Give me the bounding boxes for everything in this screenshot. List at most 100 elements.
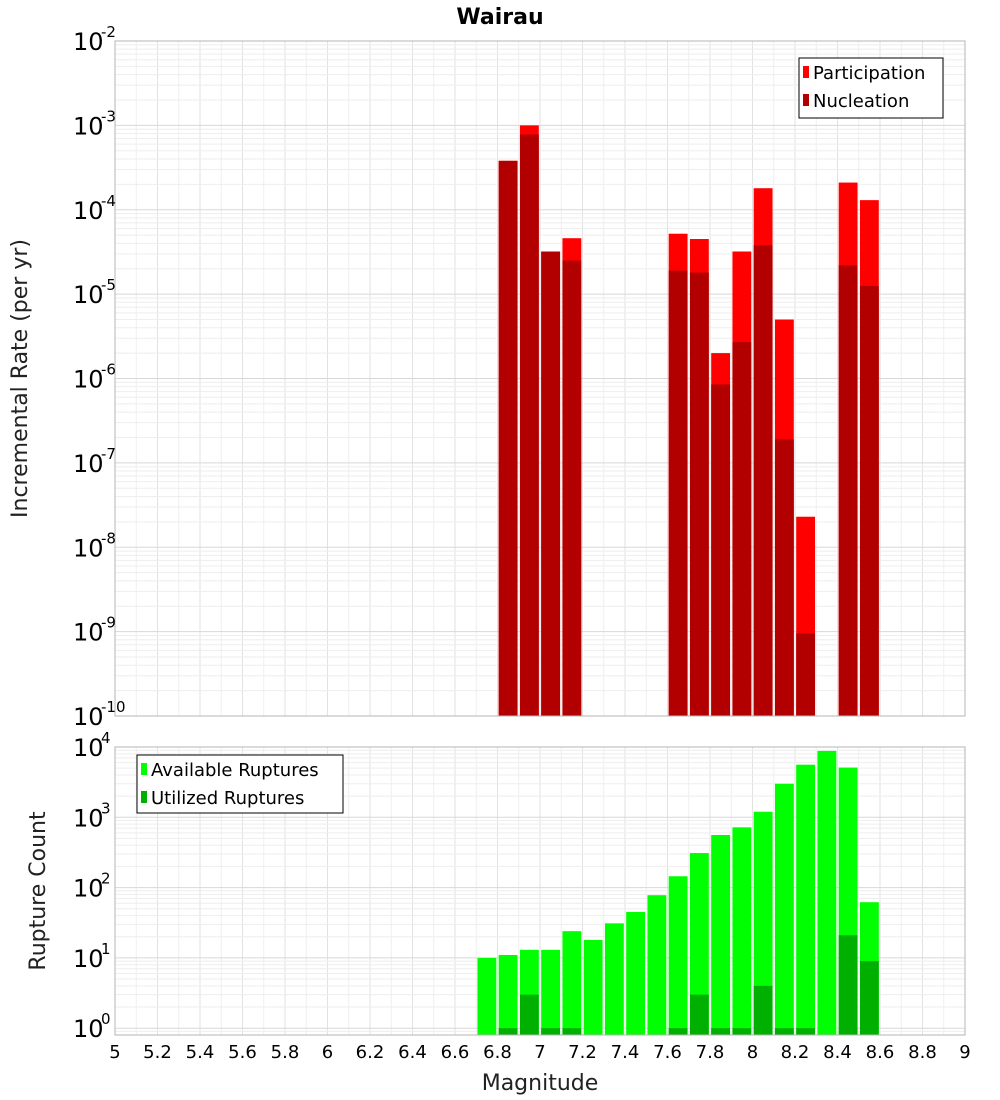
y-tick-exponent: 0 (101, 1010, 111, 1028)
y-tick-label: 10 (73, 1015, 104, 1043)
bar-available-ruptures (732, 827, 752, 1035)
bar-available-ruptures (817, 750, 837, 1035)
x-tick-label: 8 (747, 1042, 758, 1063)
legend-box (798, 57, 944, 119)
y-tick-exponent: 3 (101, 799, 111, 817)
bar-available-ruptures (711, 834, 731, 1035)
legend-entry: Utilized Ruptures (151, 788, 304, 809)
x-tick-label: 6.6 (441, 1042, 470, 1063)
bar-utilized-ruptures (562, 1028, 582, 1035)
y-tick-exponent: -7 (101, 445, 116, 463)
y-tick-label: 10 (73, 804, 104, 832)
bar-utilized-ruptures (668, 1028, 688, 1035)
bar-utilized-ruptures (859, 961, 879, 1035)
y-tick-exponent: -4 (101, 192, 116, 210)
legend-box (136, 754, 344, 814)
panel-rate: 10-1010-910-810-710-610-510-410-310-2Par… (73, 23, 966, 731)
x-tick-label: 6.8 (483, 1042, 512, 1063)
x-tick-label: 9 (959, 1042, 970, 1063)
bar-available-ruptures (604, 923, 624, 1035)
bar-available-ruptures (562, 931, 582, 1035)
y-tick-exponent: -5 (101, 276, 116, 294)
y-tick-exponent: -9 (101, 614, 116, 632)
x-tick-label: 5.6 (228, 1042, 257, 1063)
bar-utilized-ruptures (498, 1028, 518, 1035)
bar-nucleation (668, 270, 688, 716)
y-tick-label: 10 (73, 619, 104, 647)
x-tick-label: 6.2 (356, 1042, 385, 1063)
bar-available-ruptures (626, 911, 646, 1035)
bar-nucleation (774, 439, 794, 716)
y-tick-exponent: 1 (101, 940, 111, 958)
x-tick-label: 5.8 (271, 1042, 300, 1063)
legend-swatch (141, 791, 147, 803)
legend-swatch (803, 66, 809, 78)
bar-available-ruptures (668, 876, 688, 1035)
bar-utilized-ruptures (838, 935, 858, 1035)
y-tick-label: 10 (73, 281, 104, 309)
x-tick-label: 8.4 (823, 1042, 852, 1063)
y-tick-exponent: -2 (101, 23, 116, 41)
y-tick-label: 10 (73, 734, 104, 762)
bar-utilized-ruptures (519, 994, 539, 1035)
x-tick-label: 8.6 (866, 1042, 895, 1063)
x-tick-label: 7.2 (568, 1042, 597, 1063)
y-tick-label: 10 (73, 112, 104, 140)
bar-utilized-ruptures (711, 1028, 731, 1035)
bar-nucleation (838, 265, 858, 716)
bar-available-ruptures (647, 895, 667, 1035)
bar-nucleation (796, 633, 816, 716)
x-tick-label: 8.2 (781, 1042, 810, 1063)
bar-available-ruptures (753, 811, 773, 1035)
bar-utilized-ruptures (774, 1028, 794, 1035)
y-tick-label: 10 (73, 703, 104, 731)
y-tick-label: 10 (73, 366, 104, 394)
bottom-y-axis-label: Rupture Count (26, 811, 51, 971)
y-tick-label: 10 (73, 875, 104, 903)
y-tick-exponent: -6 (101, 361, 116, 379)
x-tick-label: 5.2 (143, 1042, 172, 1063)
chart-title: Wairau (456, 5, 543, 30)
x-tick-label: 5 (109, 1042, 120, 1063)
x-tick-label: 7.6 (653, 1042, 682, 1063)
legend: Available Ruptures Utilized Ruptures (136, 754, 344, 814)
legend-entry: Nucleation (813, 91, 909, 112)
legend-swatch (803, 94, 809, 106)
bar-nucleation (711, 384, 731, 716)
y-tick-label: 10 (73, 197, 104, 225)
top-y-axis-label: Incremental Rate (per yr) (8, 239, 33, 518)
bar-utilized-ruptures (753, 985, 773, 1035)
y-tick-exponent: 2 (101, 870, 111, 888)
bar-available-ruptures (689, 853, 709, 1035)
x-tick-label: 7.4 (611, 1042, 640, 1063)
x-tick-label: 6 (322, 1042, 333, 1063)
bar-utilized-ruptures (689, 994, 709, 1035)
y-tick-exponent: -10 (101, 698, 126, 716)
bar-nucleation (498, 160, 518, 717)
x-tick-label: 5.4 (186, 1042, 215, 1063)
bar-nucleation (541, 251, 561, 716)
plot-border (114, 40, 966, 717)
y-tick-exponent: -8 (101, 529, 116, 547)
bar-available-ruptures (498, 954, 518, 1035)
bar-nucleation (689, 272, 709, 716)
x-tick-label: 7 (534, 1042, 545, 1063)
bar-utilized-ruptures (732, 1028, 752, 1035)
x-axis-label: Magnitude (482, 1071, 599, 1096)
bar-available-ruptures (796, 764, 816, 1035)
legend-entry: Participation (813, 63, 925, 84)
legend: Participation Nucleation (798, 57, 944, 119)
bar-nucleation (732, 342, 752, 716)
y-tick-exponent: -3 (101, 107, 116, 125)
y-tick-label: 10 (73, 534, 104, 562)
bar-nucleation (562, 260, 582, 716)
legend-swatch (141, 763, 147, 775)
y-tick-exponent: 4 (101, 729, 111, 747)
bar-nucleation (753, 245, 773, 717)
y-tick-label: 10 (73, 28, 104, 56)
plot-border (114, 746, 966, 1036)
x-tick-label: 8.8 (908, 1042, 937, 1063)
bar-available-ruptures (583, 939, 603, 1035)
